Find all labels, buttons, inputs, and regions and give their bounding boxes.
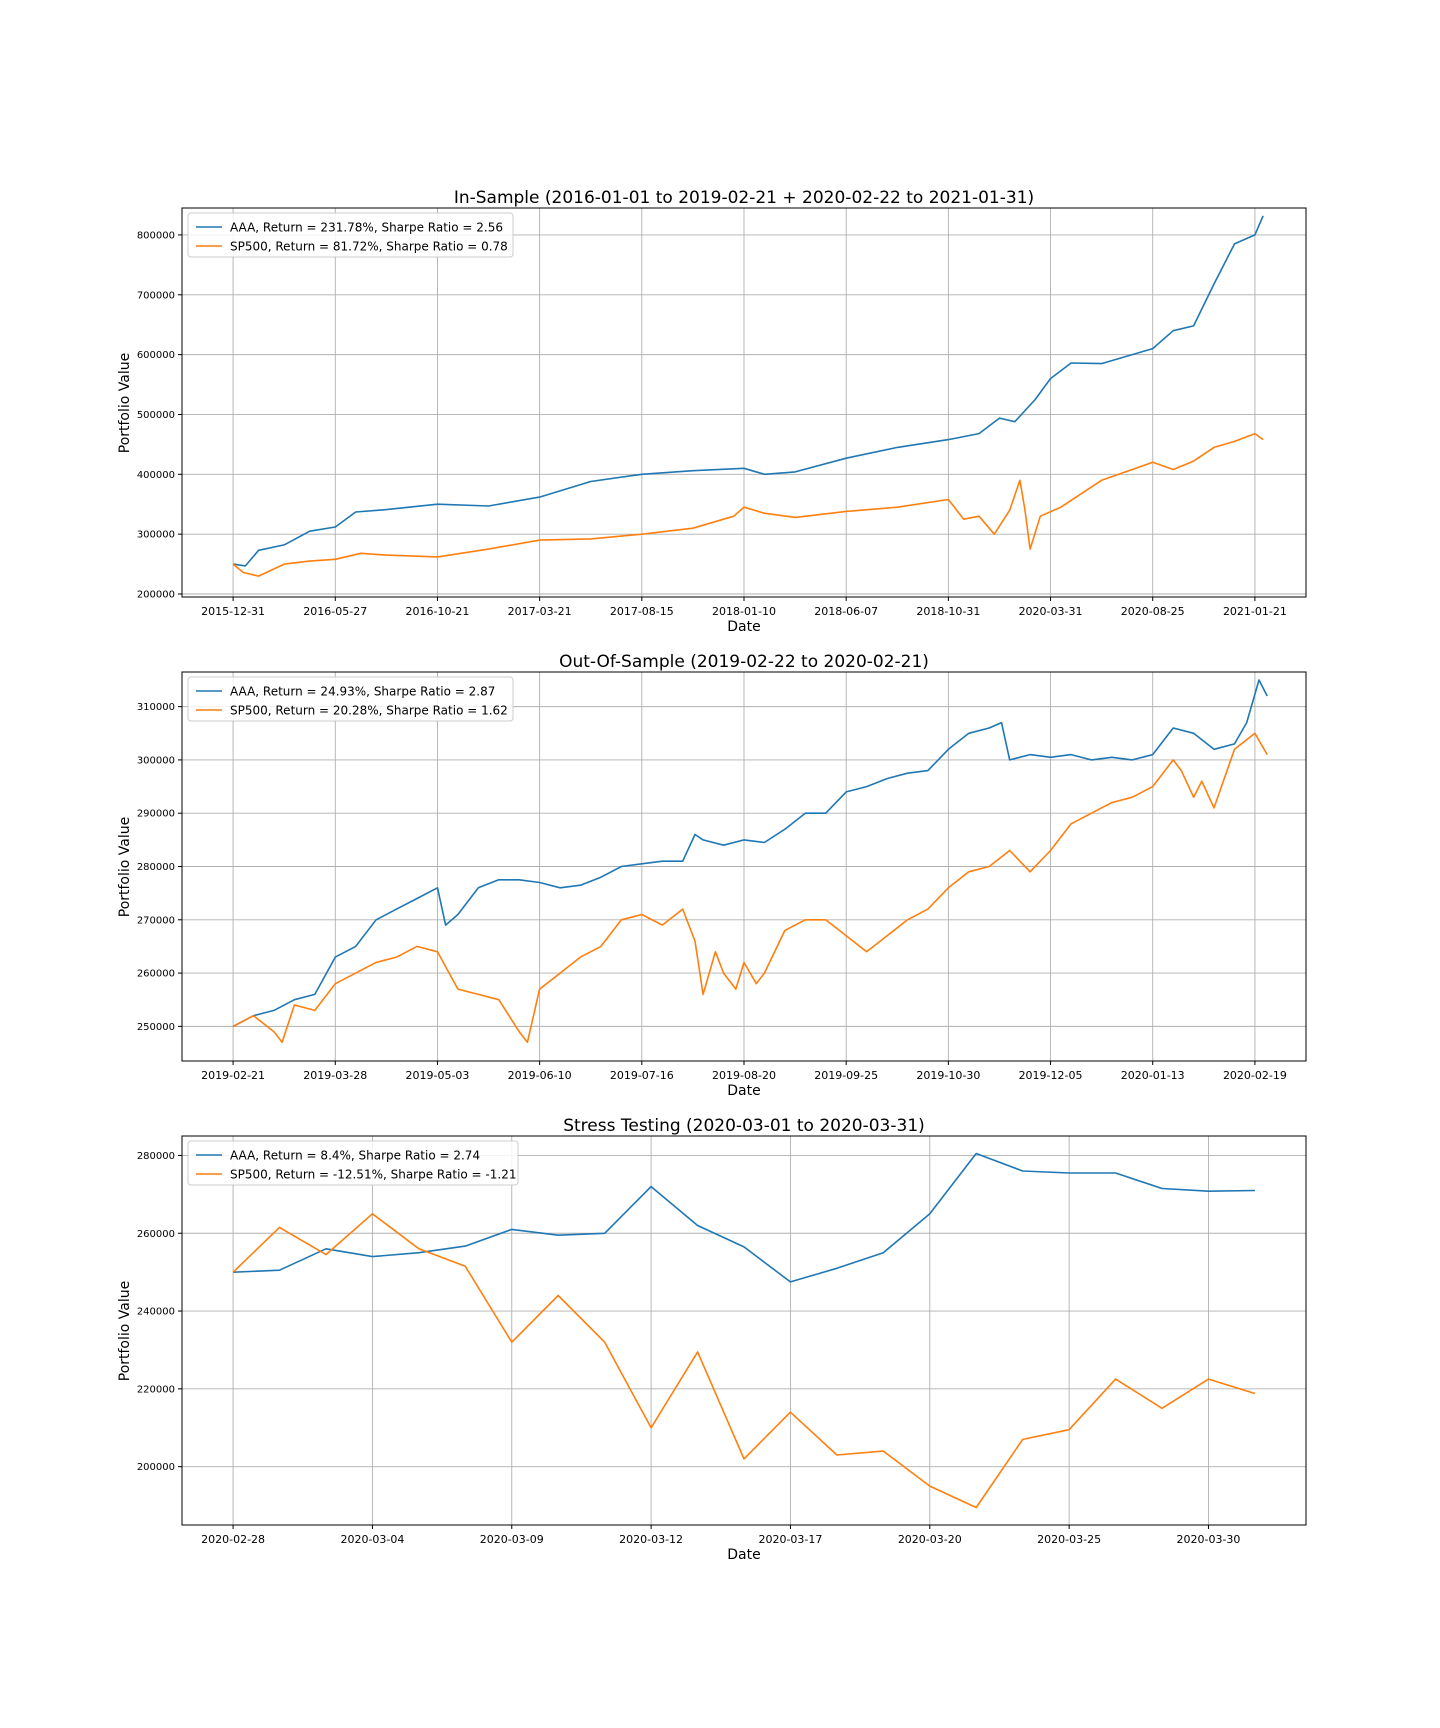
x-tick-label: 2021-01-21 [1223,605,1287,618]
x-tick-label: 2019-05-03 [405,1069,469,1082]
y-tick-label: 500000 [137,410,175,421]
x-tick-label: 2019-07-16 [610,1069,674,1082]
chart-title: Out-Of-Sample (2019-02-22 to 2020-02-21) [559,652,929,672]
series-line-aaa [233,1152,1255,1283]
y-tick-label: 290000 [137,809,175,820]
y-axis-label: Portfolio Value [117,353,133,454]
x-tick-label: 2020-03-12 [619,1533,683,1546]
chart-title: Stress Testing (2020-03-01 to 2020-03-31… [563,1116,925,1136]
x-tick-label: 2019-06-10 [508,1069,572,1082]
legend: AAA, Return = 8.4%, Sharpe Ratio = 2.74 S… [187,1140,519,1186]
x-tick-label: 2020-03-20 [898,1533,962,1546]
legend: AAA, Return = 231.78%, Sharpe Ratio = 2.… [187,212,514,258]
out-of-sample-chart: Out-Of-Sample (2019-02-22 to 2020-02-21)… [117,652,1307,1099]
x-tick-label: 2018-10-31 [916,605,980,618]
chart-title: In-Sample (2016-01-01 to 2019-02-21 + 20… [454,188,1034,208]
x-tick-label: 2017-08-15 [610,605,674,618]
x-tick-label: 2020-03-09 [480,1533,544,1546]
plot-area: 2015-12-31 2016-05-27 2016-10-21 2017-03-21… [137,207,1307,618]
x-tick-label: 2019-09-25 [814,1069,878,1082]
y-tick-label: 250000 [137,1022,175,1033]
x-tick-label: 2020-01-13 [1121,1069,1185,1082]
y-tick-label: 220000 [137,1384,175,1395]
x-tick-label: 2020-03-04 [340,1533,404,1546]
x-tick-label: 2019-12-05 [1019,1069,1083,1082]
x-axis-label: Date [727,619,760,635]
x-tick-label: 2020-03-25 [1037,1533,1101,1546]
y-tick-label: 200000 [137,590,175,601]
x-tick-label: 2019-03-28 [303,1069,367,1082]
plot-area: 2019-02-21 2019-03-28 2019-05-03 2019-06-10… [137,671,1307,1082]
legend-box [187,212,514,258]
legend-label: AAA, Return = 24.93%, Sharpe Ratio = 2.8… [230,685,495,699]
x-tick-label: 2019-08-20 [712,1069,776,1082]
x-tick-label: 2020-02-19 [1223,1069,1287,1082]
series-line-aaa [232,215,1264,567]
x-tick-label: 2018-01-10 [712,605,776,618]
x-tick-label: 2016-10-21 [405,605,469,618]
legend-label: SP500, Return = -12.51%, Sharpe Ratio = … [230,1168,516,1182]
y-tick-label: 260000 [137,969,175,980]
legend: AAA, Return = 24.93%, Sharpe Ratio = 2.8… [187,676,514,722]
x-tick-label: 2020-03-30 [1176,1533,1240,1546]
x-tick-label: 2016-05-27 [303,605,367,618]
plot-frame [181,1135,1307,1526]
x-tick-label: 2018-06-07 [814,605,878,618]
y-tick-label: 260000 [137,1229,175,1240]
y-tick-label: 270000 [137,915,175,926]
y-tick-label: 280000 [137,862,175,873]
plot-area: 2020-02-28 2020-03-04 2020-03-09 2020-03-12… [137,1135,1307,1546]
y-tick-label: 280000 [137,1151,175,1162]
y-tick-label: 400000 [137,470,175,481]
legend-box [187,1140,519,1186]
y-tick-label: 310000 [137,702,175,713]
x-tick-label: 2019-10-30 [916,1069,980,1082]
legend-label: AAA, Return = 8.4%, Sharpe Ratio = 2.74 [230,1149,480,1163]
x-tick-label: 2020-03-17 [758,1533,822,1546]
y-axis-label: Portfolio Value [117,817,133,918]
x-tick-label: 2020-03-31 [1019,605,1083,618]
series-line-sp500 [232,1213,1256,1509]
x-tick-label: 2020-08-25 [1121,605,1185,618]
y-tick-label: 300000 [137,755,175,766]
y-tick-label: 240000 [137,1307,175,1318]
series-line-sp500 [232,432,1264,577]
legend-label: AAA, Return = 231.78%, Sharpe Ratio = 2.… [230,221,503,235]
x-tick-label: 2019-02-21 [201,1069,265,1082]
y-tick-label: 200000 [137,1462,175,1473]
x-tick-label: 2015-12-31 [201,605,265,618]
series-line-aaa [232,679,1268,1028]
y-tick-label: 300000 [137,530,175,541]
legend-label: SP500, Return = 20.28%, Sharpe Ratio = 1… [230,704,508,718]
x-axis-label: Date [727,1547,760,1563]
y-tick-label: 700000 [137,290,175,301]
x-tick-label: 2017-03-21 [508,605,572,618]
stress-testing-chart: Stress Testing (2020-03-01 to 2020-03-31… [117,1116,1307,1563]
x-tick-label: 2020-02-28 [201,1533,265,1546]
y-tick-label: 600000 [137,350,175,361]
y-tick-label: 800000 [137,230,175,241]
x-axis-label: Date [727,1083,760,1099]
series-line-sp500 [232,732,1268,1044]
legend-box [187,676,514,722]
in-sample-chart: In-Sample (2016-01-01 to 2019-02-21 + 20… [117,188,1307,635]
legend-label: SP500, Return = 81.72%, Sharpe Ratio = 0… [230,240,508,254]
y-axis-label: Portfolio Value [117,1281,133,1382]
